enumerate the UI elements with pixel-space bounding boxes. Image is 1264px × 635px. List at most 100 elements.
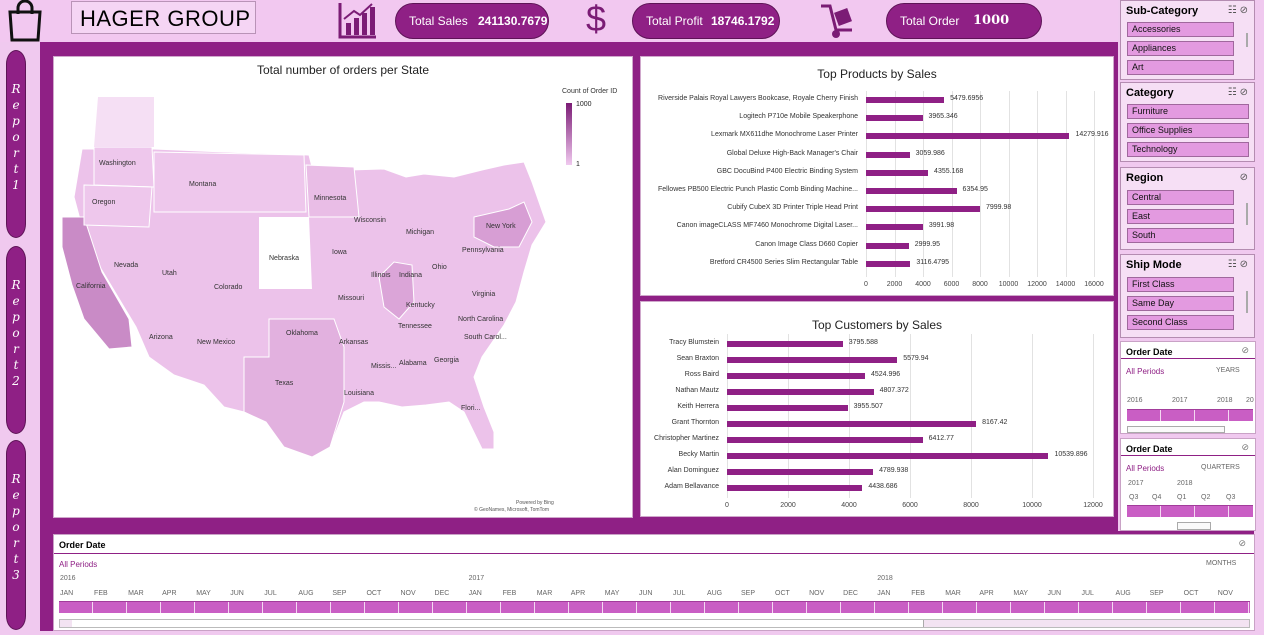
gridline	[980, 91, 981, 277]
bar[interactable]	[866, 188, 957, 194]
timeline-title: Order Date	[1126, 444, 1173, 454]
state-label: Montana	[189, 181, 217, 188]
slicer-scrollbar[interactable]	[1246, 203, 1248, 225]
report-letter: R	[11, 278, 21, 292]
timeline-level-select[interactable]: MONTHS	[1206, 560, 1237, 567]
multi-select-icon[interactable]: ☷ ⊘	[1227, 87, 1248, 98]
timeline-selection-bar[interactable]	[1127, 505, 1253, 517]
timeline-level-select[interactable]: YEARS	[1216, 367, 1240, 374]
report-letter: o	[12, 130, 20, 144]
timeline-month-label: MAY	[604, 590, 620, 597]
slicer-scrollbar[interactable]	[1246, 291, 1248, 313]
axis-tick-label: 10000	[998, 281, 1019, 288]
timeline-all-periods[interactable]: All Periods	[59, 560, 98, 569]
gridline	[866, 91, 867, 277]
state-label: South Carol...	[464, 334, 507, 341]
slicer-item[interactable]: Central	[1127, 190, 1234, 205]
bar[interactable]	[866, 260, 911, 267]
bar[interactable]	[727, 405, 848, 411]
bar[interactable]	[727, 469, 874, 475]
state-label: Virginia	[472, 291, 496, 298]
bar[interactable]	[727, 485, 863, 491]
bar-category-label: Bretford CR4500 Series Slim Rectangular …	[709, 258, 858, 266]
bar[interactable]	[866, 97, 945, 103]
report-letter: r	[13, 342, 19, 356]
slicer-title: Ship Mode	[1126, 259, 1182, 271]
slicer-item[interactable]: Furniture	[1127, 104, 1249, 119]
multi-select-icon[interactable]: ☷ ⊘	[1227, 259, 1248, 270]
timeline-month-label: OCT	[1183, 590, 1199, 597]
bar[interactable]	[727, 373, 865, 379]
timeline-month-label: MAR	[945, 590, 961, 597]
state-label: Georgia	[434, 357, 459, 364]
map-legend-max: 1000	[576, 101, 592, 108]
slicer-item[interactable]: Same Day	[1127, 296, 1234, 311]
slicer-item[interactable]: Accessories	[1127, 22, 1234, 37]
axis-tick-label: 12000	[1083, 502, 1103, 509]
slicer-item[interactable]: Appliances	[1127, 41, 1234, 56]
timeline-label: 2018	[1217, 397, 1233, 404]
timeline-scrollbar[interactable]	[1127, 426, 1225, 433]
bar[interactable]	[727, 357, 898, 363]
top-customers-title: Top Customers by Sales	[811, 318, 943, 332]
slicer-item[interactable]: South	[1127, 228, 1234, 243]
timeline-month-label: JUL	[1081, 590, 1094, 597]
slicer-scrollbar[interactable]	[1246, 33, 1248, 47]
timeline-month-label: FEB	[94, 590, 108, 597]
slicer-item[interactable]: Technology	[1127, 142, 1249, 157]
bar[interactable]	[727, 421, 977, 427]
clear-filter-icon[interactable]: ⊘	[1241, 442, 1249, 452]
us-map[interactable]	[54, 57, 634, 519]
slicer-category: Category ☷ ⊘ Furniture Office Supplies T…	[1120, 82, 1255, 162]
bar[interactable]	[866, 206, 980, 213]
bar-value-label: 3059.986	[915, 149, 945, 157]
clear-filter-icon[interactable]: ⊘	[1239, 172, 1248, 183]
bar[interactable]	[727, 389, 874, 395]
bar[interactable]	[866, 115, 923, 122]
timeline-all-periods[interactable]: All Periods	[1126, 464, 1165, 473]
bar[interactable]	[866, 224, 923, 231]
timeline-label: Q1	[1177, 494, 1187, 501]
bar-category-label: Fellowes PB500 Electric Punch Plastic Co…	[658, 186, 858, 193]
bar[interactable]	[727, 453, 1049, 459]
timeline-selection-bar[interactable]	[59, 601, 1250, 613]
state-label: Alabama	[399, 360, 427, 367]
timeline-scrollbar-track[interactable]	[59, 619, 1250, 628]
timeline-quarters: Order Date ⊘ All Periods QUARTERS 2017 2…	[1120, 438, 1256, 531]
bar[interactable]	[866, 151, 910, 158]
timeline-month-label: JUN	[230, 590, 244, 597]
bar[interactable]	[727, 341, 843, 347]
timeline-all-periods[interactable]: All Periods	[1126, 367, 1165, 376]
timeline-month-label: AUG	[1115, 590, 1131, 597]
state-label: California	[76, 283, 106, 290]
timeline-scrollbar-thumb[interactable]	[72, 620, 924, 627]
timeline-selection-bar[interactable]	[1127, 409, 1253, 421]
timeline-level-select[interactable]: QUARTERS	[1201, 464, 1240, 471]
report-letter: e	[12, 488, 20, 502]
slicer-item[interactable]: Art	[1127, 60, 1234, 75]
timeline-divider	[54, 553, 1254, 554]
timeline-month-label: NOV	[400, 590, 416, 597]
gridline	[951, 91, 953, 277]
bar[interactable]	[727, 437, 923, 443]
kpi-total-sales: Total Sales 241130.7679	[395, 3, 549, 39]
clear-filter-icon[interactable]: ⊘	[1238, 538, 1246, 548]
slicer-item[interactable]: First Class	[1127, 277, 1234, 292]
clear-filter-icon[interactable]: ⊘	[1241, 345, 1249, 355]
slicer-title: Category	[1126, 87, 1174, 99]
axis-tick-label: 14000	[1055, 281, 1076, 288]
slicer-item[interactable]: Office Supplies	[1127, 123, 1249, 138]
axis-tick-label: 6000	[943, 281, 960, 288]
slicer-item[interactable]: Second Class	[1127, 315, 1234, 330]
bar[interactable]	[866, 242, 909, 249]
slicer-item[interactable]: East	[1127, 209, 1234, 224]
report-letter: p	[12, 504, 20, 518]
timeline-month-label: AUG	[706, 590, 723, 597]
bar[interactable]	[866, 133, 1070, 140]
multi-select-icon[interactable]: ☷ ⊘	[1227, 5, 1248, 16]
timeline-scrollbar[interactable]	[1177, 522, 1211, 530]
bar[interactable]	[866, 169, 929, 176]
